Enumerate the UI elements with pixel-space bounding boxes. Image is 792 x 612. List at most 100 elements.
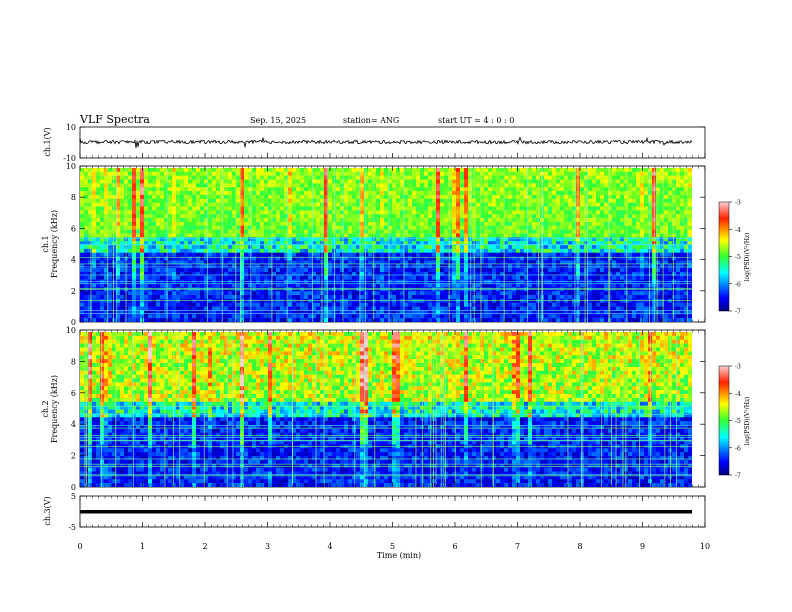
spectrogram-cell	[532, 229, 537, 234]
spectrogram-cell	[128, 202, 133, 207]
spectrogram-cell	[248, 194, 253, 200]
spectrogram-cell	[240, 283, 245, 288]
spectrogram-cell	[296, 233, 301, 238]
spectrogram-cell	[204, 229, 209, 234]
spectrogram-cell	[248, 306, 253, 311]
spectrogram-cell	[80, 221, 85, 227]
spectrogram-cell	[340, 295, 345, 300]
spectrogram-cell	[524, 206, 529, 211]
spectrogram-cell	[504, 194, 509, 200]
spectrogram-cell	[408, 237, 413, 242]
spectrogram-cell	[440, 314, 445, 319]
spectrogram-cell	[256, 175, 261, 180]
spectrogram-cell	[508, 252, 513, 257]
spectrogram-cell	[544, 221, 549, 227]
spectrogram-cell	[276, 187, 281, 192]
spectrogram-cell	[352, 187, 357, 192]
spectrogram-cell	[132, 306, 137, 311]
spectrogram-cell	[392, 191, 397, 196]
spectrogram-cell	[556, 245, 561, 250]
spectrogram-cell	[376, 202, 381, 207]
spectrogram-cell	[308, 187, 313, 192]
spectrogram-cell	[140, 268, 145, 273]
spectrogram-cell	[160, 318, 165, 322]
spectrogram-cell	[380, 268, 385, 273]
spectrogram-cell	[228, 268, 233, 273]
spectrogram-cell	[488, 198, 493, 203]
spectrogram-cell	[296, 252, 301, 257]
spectrogram-cell	[436, 275, 441, 280]
spectrogram-cell	[248, 179, 253, 184]
spectrogram-cell	[268, 302, 273, 307]
spectrogram-cell	[496, 225, 501, 230]
spectrogram-cell	[512, 256, 517, 261]
spectrogram-cell	[424, 314, 429, 319]
spectrogram-cell	[308, 194, 313, 200]
spectrogram-cell	[120, 206, 125, 211]
spectrogram-cell	[296, 310, 301, 315]
spectrogram-cell	[308, 306, 313, 311]
spectrogram-cell	[84, 187, 89, 192]
spectrogram-cell	[428, 271, 433, 277]
spectrogram-cell	[116, 283, 121, 288]
spectrogram-cell	[508, 210, 513, 215]
spectrogram-cell	[252, 268, 257, 273]
spectrogram-cell	[256, 179, 261, 184]
spectrogram-cell	[384, 202, 389, 207]
spectrogram-cell	[128, 206, 133, 211]
spectrogram-cell	[480, 241, 485, 246]
spectrogram-cell	[148, 295, 153, 300]
spectrogram-cell	[236, 283, 241, 288]
spectrogram-cell	[360, 206, 365, 211]
spectrogram-cell	[216, 314, 221, 319]
spectrogram-cell	[200, 283, 205, 288]
spectrogram-cell	[528, 214, 533, 219]
spectrogram-cell	[296, 264, 301, 269]
spectrogram-cell	[484, 214, 489, 219]
spectrogram-cell	[172, 237, 177, 242]
spectrogram-cell	[184, 191, 189, 196]
spectrogram-cell	[504, 252, 509, 257]
spectrogram-cell	[304, 260, 309, 265]
spectrogram-cell	[200, 191, 205, 196]
spectrogram-cell	[176, 175, 181, 180]
spectrogram-cell	[256, 229, 261, 234]
spectrogram-cell	[400, 194, 405, 200]
spectrogram-cell	[80, 202, 85, 207]
spectrogram-cell	[368, 268, 373, 273]
spectrogram-cell	[560, 314, 565, 319]
spectrogram-cell	[304, 256, 309, 261]
spectrogram-cell	[420, 291, 425, 296]
spectrogram-cell	[396, 191, 401, 196]
spectrogram-cell	[544, 268, 549, 273]
spectrogram-cell	[128, 245, 133, 250]
spectrogram-cell	[432, 175, 437, 180]
spectrogram-cell	[464, 179, 469, 184]
spectrogram-cell	[532, 183, 537, 188]
spectrogram-cell	[352, 221, 357, 227]
spectrogram-cell	[92, 248, 97, 253]
spectrogram-cell	[300, 245, 305, 250]
spectrogram-cell	[208, 252, 213, 257]
spectrogram-cell	[512, 314, 517, 319]
spectrogram-cell	[460, 302, 465, 307]
spectrogram-cell	[328, 306, 333, 311]
spectrogram-cell	[476, 306, 481, 311]
spectrogram-cell	[176, 171, 181, 176]
spectrogram-cell	[120, 202, 125, 207]
spectrogram-cell	[496, 260, 501, 265]
spectrogram-cell	[548, 318, 553, 322]
spectrogram-cell	[200, 306, 205, 311]
spectrogram-cell	[560, 225, 565, 230]
spectrogram-cell	[548, 248, 553, 253]
spectrogram-cell	[200, 264, 205, 269]
spectrogram-cell	[312, 260, 317, 265]
spectrogram-cell	[520, 229, 525, 234]
spectrogram-cell	[328, 260, 333, 265]
spectrogram-cell	[268, 187, 273, 192]
spectrogram-cell	[376, 218, 381, 223]
spectrogram-cell	[524, 241, 529, 246]
spectrogram-cell	[432, 206, 437, 211]
spectrogram-cell	[424, 302, 429, 307]
spectrogram-cell	[228, 233, 233, 238]
